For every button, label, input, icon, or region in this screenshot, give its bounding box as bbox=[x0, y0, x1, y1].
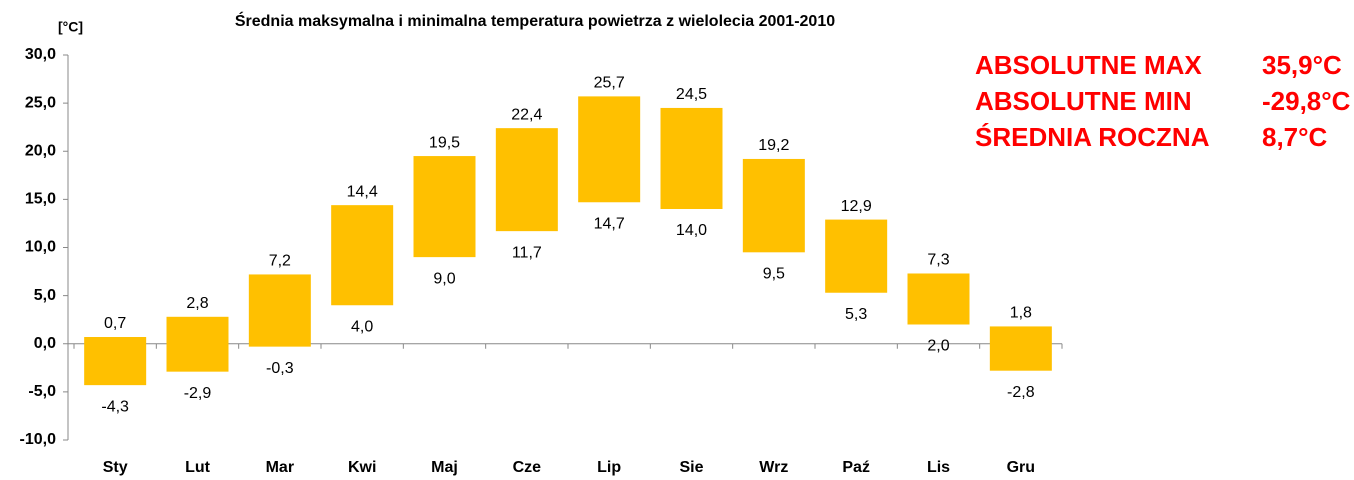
x-tick-label: Wrz bbox=[759, 459, 788, 476]
x-tick-label: Mar bbox=[266, 459, 294, 476]
min-label: 9,5 bbox=[763, 266, 785, 283]
bar bbox=[84, 337, 147, 386]
max-label: 2,8 bbox=[186, 295, 208, 312]
min-label: 9,0 bbox=[433, 270, 455, 287]
annotation-label: ABSOLUTNE MIN bbox=[975, 86, 1192, 116]
bar bbox=[742, 158, 805, 253]
bar bbox=[413, 156, 476, 258]
min-label: 14,0 bbox=[676, 222, 707, 239]
x-tick-label: Sty bbox=[103, 459, 128, 476]
annotation-label: ŚREDNIA ROCZNA bbox=[975, 122, 1210, 152]
min-label: -2,8 bbox=[1007, 384, 1035, 401]
annotation-label: ABSOLUTNE MAX bbox=[975, 50, 1202, 80]
annotation-value: 35,9°C bbox=[1262, 50, 1342, 80]
bar bbox=[825, 219, 888, 293]
annotation-value: -29,8°C bbox=[1262, 86, 1351, 116]
y-axis-label: [°C] bbox=[58, 19, 83, 35]
y-tick-label: -5,0 bbox=[28, 383, 56, 400]
max-label: 24,5 bbox=[676, 86, 707, 103]
bar bbox=[660, 107, 723, 209]
min-label: -2,9 bbox=[184, 385, 212, 402]
max-label: 19,2 bbox=[758, 137, 789, 154]
bar bbox=[989, 326, 1052, 371]
max-label: 1,8 bbox=[1010, 305, 1032, 322]
bar bbox=[331, 205, 394, 306]
max-label: 22,4 bbox=[511, 106, 542, 123]
max-label: 12,9 bbox=[841, 198, 872, 215]
bar bbox=[166, 316, 229, 372]
x-tick-label: Paź bbox=[842, 459, 870, 476]
x-tick-label: Kwi bbox=[348, 459, 376, 476]
max-label: 19,5 bbox=[429, 134, 460, 151]
y-tick-label: -10,0 bbox=[20, 431, 57, 448]
y-tick-label: 5,0 bbox=[34, 287, 56, 304]
bar bbox=[578, 96, 641, 203]
min-label: -4,3 bbox=[101, 398, 129, 415]
x-tick-label: Maj bbox=[431, 459, 458, 476]
y-tick-label: 15,0 bbox=[25, 191, 56, 208]
y-tick-label: 10,0 bbox=[25, 239, 56, 256]
x-tick-label: Gru bbox=[1007, 459, 1035, 476]
max-label: 7,3 bbox=[927, 252, 949, 269]
y-tick-label: 30,0 bbox=[25, 46, 56, 63]
bar bbox=[495, 128, 558, 232]
y-tick-label: 25,0 bbox=[25, 94, 56, 111]
annotation-value: 8,7°C bbox=[1262, 122, 1328, 152]
y-tick-label: 0,0 bbox=[34, 335, 56, 352]
x-tick-label: Lut bbox=[185, 459, 211, 476]
min-label: 11,7 bbox=[512, 244, 542, 261]
min-label: -0,3 bbox=[266, 360, 294, 377]
max-label: 7,2 bbox=[269, 253, 291, 270]
x-tick-label: Lis bbox=[927, 459, 950, 476]
x-tick-label: Sie bbox=[679, 459, 703, 476]
min-label: 14,7 bbox=[594, 215, 625, 232]
bar bbox=[248, 274, 311, 347]
x-tick-label: Cze bbox=[513, 459, 542, 476]
max-label: 0,7 bbox=[104, 315, 126, 332]
max-label: 25,7 bbox=[594, 75, 625, 92]
y-tick-label: 20,0 bbox=[25, 142, 56, 159]
min-label: 5,3 bbox=[845, 306, 867, 323]
x-tick-label: Lip bbox=[597, 459, 621, 476]
min-label: 2,0 bbox=[927, 338, 949, 355]
chart-title: Średnia maksymalna i minimalna temperatu… bbox=[235, 11, 835, 30]
bar bbox=[907, 273, 970, 325]
min-label: 4,0 bbox=[351, 318, 373, 335]
max-label: 14,4 bbox=[347, 183, 378, 200]
